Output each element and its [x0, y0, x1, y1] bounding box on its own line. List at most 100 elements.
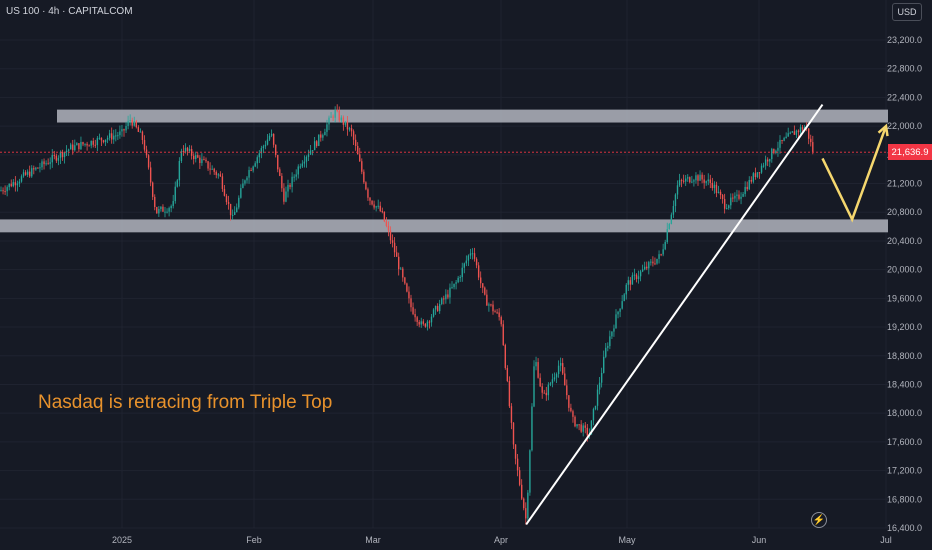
candle-up	[160, 206, 162, 209]
currency-button[interactable]: USD	[892, 3, 922, 21]
resistance-zone	[57, 109, 888, 123]
candle-down	[369, 197, 371, 201]
candle-down	[574, 416, 576, 427]
candle-up	[717, 191, 720, 193]
candle-up	[547, 384, 550, 396]
candle-up	[557, 365, 560, 375]
price-tick-label: 22,800.0	[887, 64, 922, 74]
candle-up	[16, 183, 19, 186]
candle-up	[80, 142, 82, 150]
candle-down	[424, 323, 427, 327]
candle-down	[33, 168, 35, 170]
candle-up	[297, 166, 299, 175]
candle-down	[379, 205, 381, 212]
candle-down	[416, 317, 418, 322]
candle-down	[387, 225, 390, 231]
candle-up	[70, 144, 72, 150]
candle-down	[480, 277, 482, 284]
candle-down	[381, 211, 383, 213]
candle-up	[201, 159, 203, 164]
candle-down	[414, 314, 416, 318]
candle-up	[664, 242, 666, 250]
candle-down	[371, 200, 373, 205]
candle-up	[74, 145, 76, 151]
candle-down	[422, 321, 424, 324]
candle-down	[229, 203, 232, 216]
candle-up	[168, 208, 170, 212]
candle-up	[611, 331, 613, 337]
lightning-icon[interactable]: ⚡	[811, 512, 827, 528]
candle-up	[246, 177, 248, 181]
candle-down	[541, 386, 543, 393]
candle-down	[578, 424, 580, 426]
candle-up	[430, 316, 433, 323]
candle-down	[221, 176, 224, 189]
candle-up	[311, 150, 314, 152]
candle-up	[607, 346, 609, 348]
candle-down	[141, 131, 144, 141]
candle-up	[730, 197, 732, 206]
candle-up	[125, 125, 127, 131]
candle-up	[22, 172, 25, 177]
candle-down	[402, 268, 404, 278]
candle-down	[406, 283, 408, 292]
candle-up	[779, 140, 781, 148]
candle-down	[143, 140, 146, 150]
candle-down	[793, 131, 796, 135]
candle-up	[188, 149, 191, 151]
candle-down	[773, 148, 775, 154]
price-tick-label: 20,800.0	[887, 207, 922, 217]
candle-up	[713, 184, 716, 189]
candle-down	[732, 197, 734, 199]
candle-down	[781, 140, 783, 142]
candle-up	[631, 275, 634, 285]
candle-down	[498, 312, 500, 318]
candle-up	[178, 160, 181, 181]
candle-up	[127, 120, 129, 126]
candle-down	[494, 311, 496, 313]
candle-up	[783, 137, 785, 141]
candle-up	[318, 134, 320, 146]
candle-down	[521, 484, 523, 499]
candle-up	[463, 263, 465, 268]
candle-up	[217, 174, 219, 176]
candle-up	[0, 190, 2, 192]
candle-up	[133, 121, 135, 126]
candle-up	[559, 363, 562, 366]
candle-down	[721, 195, 724, 200]
candle-up	[51, 155, 53, 163]
candle-down	[82, 142, 84, 145]
candle-up	[668, 223, 670, 230]
candle-down	[629, 280, 632, 285]
candle-up	[762, 165, 765, 167]
candle-up	[590, 420, 593, 435]
candle-up	[76, 143, 78, 146]
candle-up	[726, 208, 728, 210]
candle-down	[652, 261, 654, 264]
candle-up	[650, 261, 652, 263]
candle-up	[549, 383, 552, 385]
candle-down	[492, 304, 494, 312]
candle-up	[658, 254, 660, 259]
support-zone	[0, 219, 888, 233]
candle-up	[291, 176, 293, 187]
time-tick-label: Mar	[365, 535, 381, 545]
candle-down	[213, 168, 215, 172]
candle-up	[305, 156, 308, 162]
candle-down	[123, 129, 125, 131]
candle-up	[736, 194, 738, 196]
candle-down	[367, 189, 369, 198]
time-axis[interactable]: 2025 Feb Mar Apr May Jun Jul	[112, 535, 892, 545]
candle-down	[154, 196, 156, 207]
candle-down	[514, 444, 517, 459]
candle-up	[678, 180, 681, 186]
candle-down	[145, 149, 148, 156]
candle-down	[275, 144, 277, 155]
candle-up	[129, 120, 131, 122]
candle-down	[162, 206, 164, 212]
candle-down	[250, 170, 252, 172]
candle-down	[660, 254, 662, 256]
candle-up	[108, 133, 111, 138]
candle-up	[627, 280, 629, 285]
